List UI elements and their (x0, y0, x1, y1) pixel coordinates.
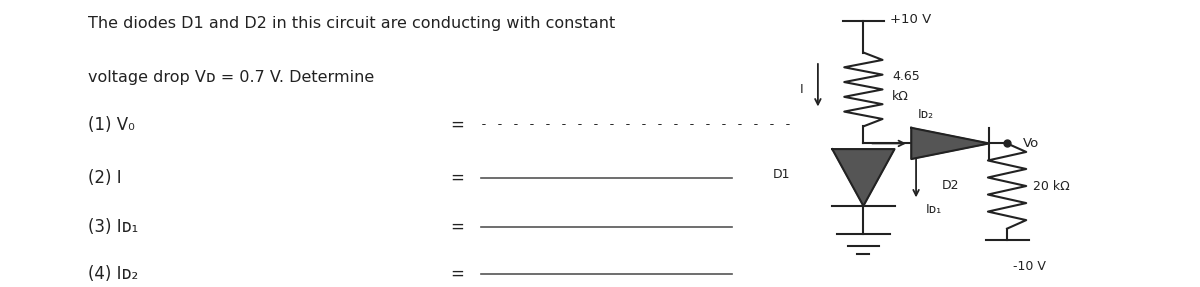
Text: =: = (450, 168, 464, 187)
Text: kΩ: kΩ (892, 90, 908, 103)
Text: (1) V₀: (1) V₀ (88, 116, 134, 134)
Text: - - - - - - - - - - - - - - - - - - - -: - - - - - - - - - - - - - - - - - - - - (480, 119, 792, 131)
Text: D1: D1 (773, 168, 791, 181)
Text: =: = (450, 265, 464, 283)
Text: 4.65: 4.65 (892, 70, 920, 83)
Text: +10 V: +10 V (889, 13, 931, 26)
Polygon shape (911, 128, 989, 159)
Text: =: = (450, 218, 464, 236)
Text: Vo: Vo (1022, 137, 1039, 150)
Text: =: = (450, 116, 464, 134)
Text: Iᴅ₁: Iᴅ₁ (925, 203, 942, 216)
Text: (3) Iᴅ₁: (3) Iᴅ₁ (88, 218, 138, 236)
Text: voltage drop Vᴅ = 0.7 V. Determine: voltage drop Vᴅ = 0.7 V. Determine (88, 69, 374, 85)
Text: -10 V: -10 V (1013, 260, 1046, 273)
Text: The diodes D1 and D2 in this circuit are conducting with constant: The diodes D1 and D2 in this circuit are… (88, 15, 614, 31)
Text: I: I (800, 83, 804, 96)
Text: (4) Iᴅ₂: (4) Iᴅ₂ (88, 265, 138, 283)
Polygon shape (833, 149, 894, 206)
Text: D2: D2 (942, 179, 959, 192)
Text: Iᴅ₂: Iᴅ₂ (917, 108, 934, 121)
Text: 20 kΩ: 20 kΩ (1033, 180, 1070, 193)
Text: (2) I: (2) I (88, 168, 121, 187)
